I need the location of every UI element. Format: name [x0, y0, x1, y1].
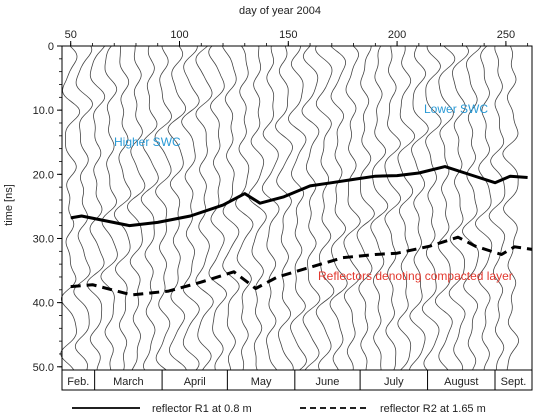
series-lines: [70, 165, 533, 297]
month-label: Feb.: [67, 376, 89, 388]
trace-line: [154, 45, 172, 371]
trace-line: [86, 45, 106, 371]
annotation-compacted-layer: Reflectors denoting compacted layer: [318, 269, 513, 283]
month-label: August: [444, 376, 478, 388]
y-tick-label: 50.0: [33, 362, 54, 374]
legend-label-r1: reflector R1 at 0.8 m: [152, 403, 252, 415]
trace-line: [488, 45, 506, 371]
trace-line: [356, 45, 375, 371]
x-tick-label: 250: [497, 29, 515, 41]
y-axis-title: time [ns]: [3, 184, 15, 226]
trace-line: [113, 45, 132, 371]
series-line-r2: [70, 235, 533, 297]
trace-line: [435, 45, 456, 371]
trace-line: [275, 45, 294, 371]
trace-line: [167, 45, 187, 371]
legend-label-r2: reflector R2 at 1.65 m: [380, 403, 486, 415]
trace-line: [301, 45, 321, 371]
trace-line: [421, 45, 442, 371]
x-tick-label: 50: [65, 29, 77, 41]
x-tick-label: 100: [170, 29, 188, 41]
radargram-traces: [60, 45, 520, 371]
trace-line: [73, 45, 93, 371]
y-tick-label: 20.0: [33, 169, 54, 181]
trace-line: [287, 45, 307, 371]
x-ticks: 50 100 150 200 250: [65, 29, 529, 46]
trace-line: [343, 45, 361, 371]
trace-line: [502, 45, 520, 371]
trace-line: [140, 45, 159, 371]
trace-line: [127, 45, 146, 371]
series-line-r1: [70, 165, 528, 228]
month-strip: Feb. March April May June July August Sept.: [62, 369, 532, 390]
x-tick-label: 200: [388, 29, 406, 41]
y-tick-label: 0: [48, 41, 54, 53]
month-label: June: [316, 376, 340, 388]
trace-line: [248, 45, 267, 371]
month-label: July: [384, 376, 404, 388]
y-tick-label: 40.0: [33, 298, 54, 310]
trace-line: [222, 45, 240, 371]
trace-line: [60, 45, 81, 371]
trace-line: [384, 45, 402, 371]
trace-line: [462, 45, 482, 371]
y-ticks: 0 10.0 20.0 30.0 40.0 50.0: [33, 41, 62, 374]
month-label: March: [113, 376, 144, 388]
y-tick-label: 10.0: [33, 105, 54, 117]
trace-line: [370, 45, 389, 371]
trace-line: [448, 45, 469, 371]
trace-line: [261, 45, 280, 371]
trace-line: [409, 45, 429, 371]
trace-line: [235, 45, 254, 371]
x-tick-label: 150: [279, 29, 297, 41]
annotation-lower-swc: Lower SWC: [424, 102, 488, 116]
y-tick-label: 30.0: [33, 233, 54, 245]
trace-line: [474, 45, 493, 371]
trace-line: [100, 45, 118, 371]
x-axis-title: day of year 2004: [239, 5, 321, 17]
trace-line: [315, 45, 335, 371]
month-label: April: [184, 376, 206, 388]
trace-line: [195, 45, 214, 371]
legend: reflector R1 at 0.8 m reflector R2 at 1.…: [72, 403, 486, 415]
month-label: Sept.: [501, 376, 527, 388]
annotation-higher-swc: Higher SWC: [114, 135, 181, 149]
month-label: May: [251, 376, 272, 388]
trace-line: [181, 45, 200, 371]
trace-line: [397, 45, 416, 371]
trace-line: [329, 45, 348, 371]
